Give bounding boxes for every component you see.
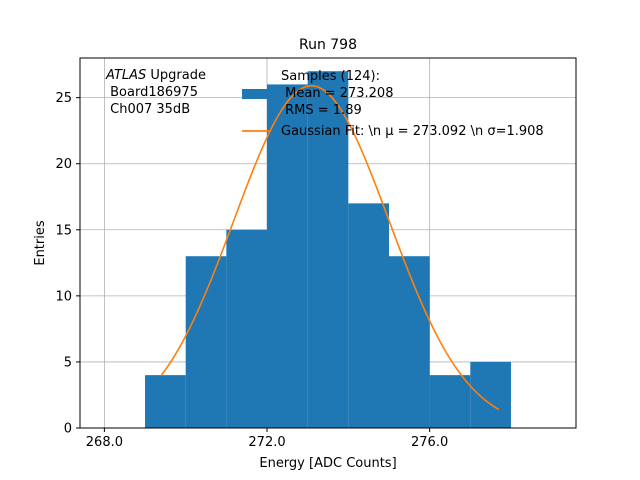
x-tick-label-1: 272.0 [248, 435, 285, 450]
histogram-bar-0 [145, 375, 186, 428]
y-tick-label-4: 20 [55, 157, 72, 172]
histogram-bar-7 [429, 375, 471, 428]
annotation-upgrade: Upgrade [146, 68, 206, 83]
histogram-bar-4 [307, 71, 349, 428]
plot-frame [79, 57, 577, 429]
x-tick-label-0: 268.0 [86, 435, 123, 450]
y-axis-ticks: 0 5 10 15 20 25 [55, 91, 80, 437]
gaussian-fit [160, 84, 500, 411]
legend-histogram-swatch [242, 89, 270, 99]
annotation-board: Board186975 [106, 85, 198, 100]
histogram-bar-3 [267, 84, 308, 428]
y-axis-label: Entries [33, 220, 48, 266]
histogram-bar-6 [388, 256, 430, 428]
legend-histogram-line-1: Samples (124): [281, 69, 380, 84]
y-tick-label-1: 5 [64, 355, 72, 370]
y-tick-label-5: 25 [55, 91, 72, 106]
legend-histogram-line-2: Mean = 273.208 [281, 86, 393, 101]
chart-title: Run 798 [299, 37, 357, 53]
histogram-bar-8 [470, 361, 511, 428]
histogram-bar-1 [185, 256, 227, 428]
x-axis-label: Energy [ADC Counts] [259, 456, 396, 471]
legend-histogram-line-3: RMS = 1.89 [281, 103, 362, 118]
histogram-bar-2 [226, 229, 268, 428]
x-tick-label-2: 276.0 [411, 435, 448, 450]
legend-fit-label: Gaussian Fit: \n μ = 273.092 \n σ=1.908 [281, 124, 544, 139]
y-tick-label-3: 15 [55, 223, 72, 238]
gaussian-fit-curve [160, 84, 500, 411]
atlas-annotation: ATLAS Upgrade Board186975 Ch007 35dB [105, 68, 206, 117]
histogram-bars [145, 71, 511, 428]
y-tick-label-0: 0 [64, 422, 72, 437]
annotation-atlas: ATLAS [105, 68, 146, 83]
annotation-channel: Ch007 35dB [106, 102, 190, 117]
svg-text:ATLAS Upgrade: ATLAS Upgrade [105, 68, 206, 83]
x-axis-ticks: 268.0 272.0 276.0 [86, 428, 448, 450]
legend: Samples (124): Mean = 273.208 RMS = 1.89… [242, 69, 544, 139]
y-tick-label-2: 10 [55, 289, 72, 304]
histogram-bar-5 [348, 203, 389, 428]
